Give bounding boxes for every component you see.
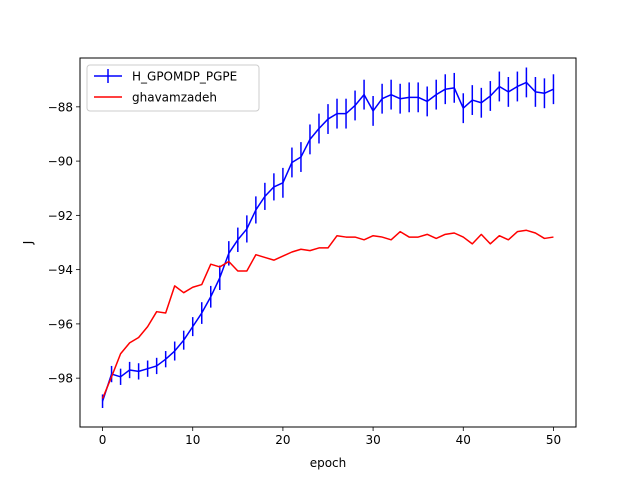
y-tick-label: −96: [48, 317, 73, 331]
series-h-gpomdp-pgpe: [101, 67, 555, 409]
x-tick-label: 40: [456, 433, 471, 447]
legend-label-ghavamzadeh: ghavamzadeh: [132, 91, 217, 105]
x-tick-label: 0: [99, 433, 107, 447]
y-tick-label: −94: [48, 263, 73, 277]
series-line: [101, 229, 554, 399]
x-tick-label: 30: [365, 433, 380, 447]
x-tick-label: 20: [275, 433, 290, 447]
y-tick-label: −92: [48, 209, 73, 223]
axes-layer: 0 10 20 30 40 50 −98 −96 −94 −92 −90 −88: [48, 100, 561, 447]
y-tick-label: −88: [48, 100, 73, 114]
legend: H_GPOMDP_PGPE ghavamzadeh: [86, 64, 260, 112]
x-tick-label: 50: [546, 433, 561, 447]
plot-frame: [79, 57, 577, 428]
series-ghavamzadeh: [101, 229, 554, 399]
series-layer: [101, 67, 555, 409]
y-tick-label: −90: [48, 155, 73, 169]
y-axis-label: J: [21, 241, 35, 246]
x-axis-label: epoch: [310, 456, 347, 470]
y-tick-label: −98: [48, 372, 73, 386]
legend-box: [86, 64, 260, 112]
legend-label-h-gpomdp-pgpe: H_GPOMDP_PGPE: [132, 70, 237, 84]
legend-entry-h-gpomdp-pgpe: H_GPOMDP_PGPE: [94, 69, 237, 84]
series-line: [101, 81, 554, 402]
legend-entry-ghavamzadeh: ghavamzadeh: [94, 91, 217, 105]
x-tick-label: 10: [185, 433, 200, 447]
